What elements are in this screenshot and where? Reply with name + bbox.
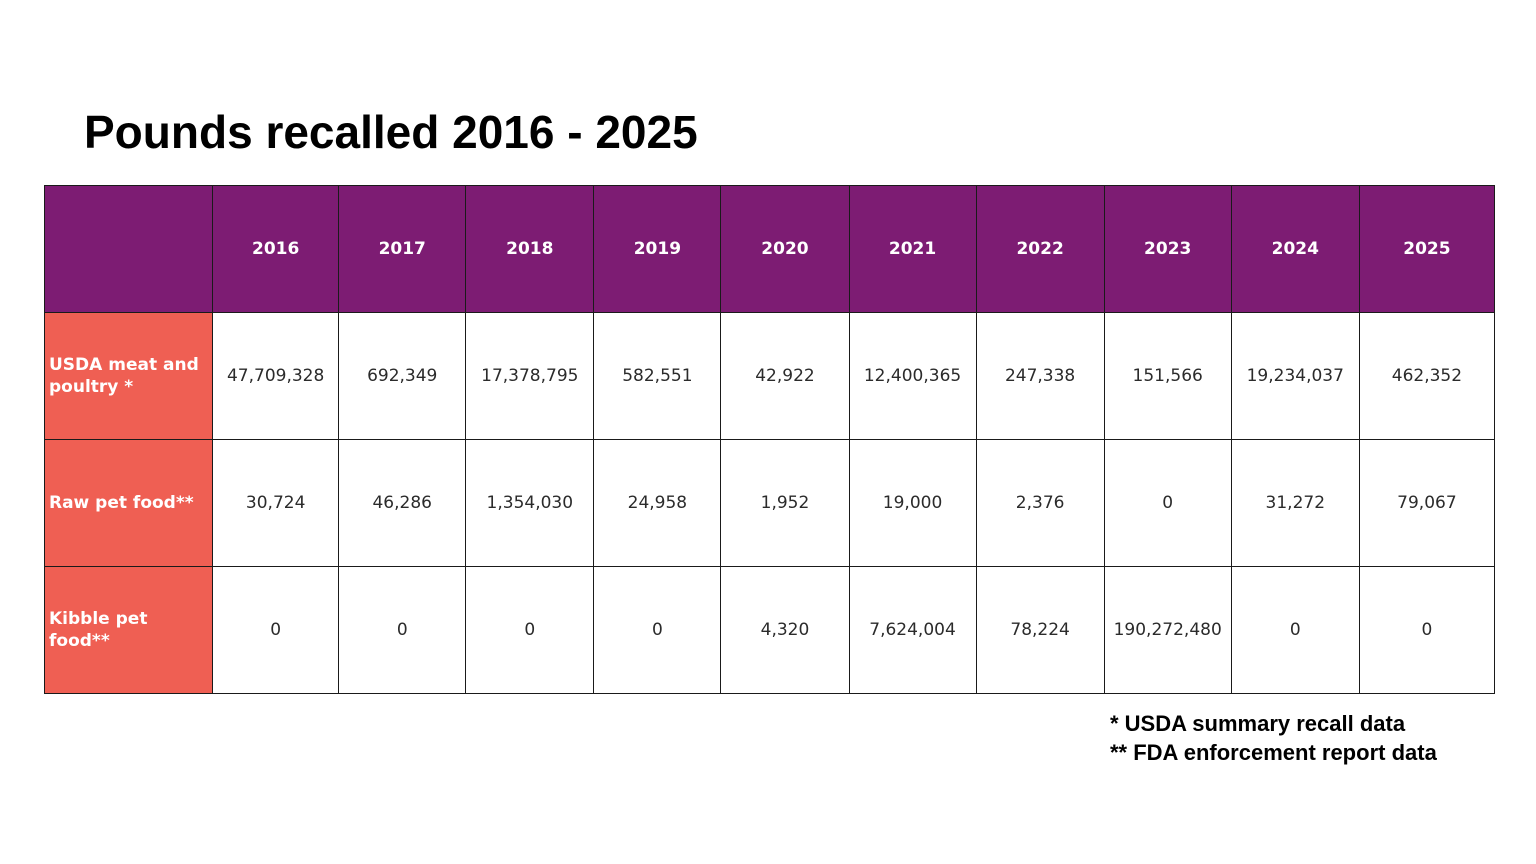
year-header: 2019 bbox=[593, 185, 722, 313]
footnote-fda: ** FDA enforcement report data bbox=[1110, 740, 1437, 765]
year-header: 2024 bbox=[1230, 185, 1360, 313]
table-cell: 0 bbox=[212, 566, 340, 694]
table-cell: 151,566 bbox=[1103, 312, 1232, 440]
row-label: USDA meat and poultry * bbox=[43, 312, 214, 440]
table-cell: 2,376 bbox=[975, 439, 1105, 567]
row-label: Raw pet food** bbox=[43, 439, 214, 567]
year-header: 2021 bbox=[848, 185, 977, 313]
table-cell: 0 bbox=[593, 566, 722, 694]
table-cell: 42,922 bbox=[720, 312, 850, 440]
table-cell: 0 bbox=[465, 566, 595, 694]
page-title: Pounds recalled 2016 - 2025 bbox=[84, 106, 698, 158]
year-header: 2025 bbox=[1358, 185, 1496, 313]
year-header: 2020 bbox=[720, 185, 850, 313]
table-cell: 0 bbox=[1230, 566, 1360, 694]
year-header: 2022 bbox=[975, 185, 1105, 313]
table-cell: 0 bbox=[338, 566, 467, 694]
table-cell: 46,286 bbox=[338, 439, 467, 567]
footnotes: * USDA summary recall data ** FDA enforc… bbox=[1110, 709, 1437, 767]
table-cell: 24,958 bbox=[593, 439, 722, 567]
table-row: Raw pet food** 30,724 46,286 1,354,030 2… bbox=[43, 439, 1496, 567]
table-cell: 582,551 bbox=[593, 312, 722, 440]
table-cell: 1,952 bbox=[720, 439, 850, 567]
table-cell: 462,352 bbox=[1358, 312, 1496, 440]
table-cell: 7,624,004 bbox=[848, 566, 977, 694]
table-cell: 47,709,328 bbox=[212, 312, 340, 440]
table-cell: 19,234,037 bbox=[1230, 312, 1360, 440]
table-cell: 4,320 bbox=[720, 566, 850, 694]
row-label: Kibble pet food** bbox=[43, 566, 214, 694]
table-cell: 692,349 bbox=[338, 312, 467, 440]
header-row: 2016 2017 2018 2019 2020 2021 2022 2023 … bbox=[43, 185, 1496, 313]
table-cell: 12,400,365 bbox=[848, 312, 977, 440]
table-cell: 0 bbox=[1358, 566, 1496, 694]
table-cell: 19,000 bbox=[848, 439, 977, 567]
table-cell: 1,354,030 bbox=[465, 439, 595, 567]
year-header: 2016 bbox=[212, 185, 340, 313]
table-cell: 79,067 bbox=[1358, 439, 1496, 567]
table-cell: 17,378,795 bbox=[465, 312, 595, 440]
year-header: 2023 bbox=[1103, 185, 1232, 313]
recall-table: 2016 2017 2018 2019 2020 2021 2022 2023 … bbox=[43, 185, 1496, 694]
footnote-usda: * USDA summary recall data bbox=[1110, 711, 1406, 736]
table-row: Kibble pet food** 0 0 0 0 4,320 7,624,00… bbox=[43, 566, 1496, 694]
table-cell: 78,224 bbox=[975, 566, 1105, 694]
year-header: 2017 bbox=[338, 185, 467, 313]
table-row: USDA meat and poultry * 47,709,328 692,3… bbox=[43, 312, 1496, 440]
table-cell: 190,272,480 bbox=[1103, 566, 1232, 694]
table-cell: 0 bbox=[1103, 439, 1232, 567]
year-header: 2018 bbox=[465, 185, 595, 313]
corner-cell bbox=[43, 185, 214, 313]
table-cell: 247,338 bbox=[975, 312, 1105, 440]
table-cell: 31,272 bbox=[1230, 439, 1360, 567]
table-cell: 30,724 bbox=[212, 439, 340, 567]
